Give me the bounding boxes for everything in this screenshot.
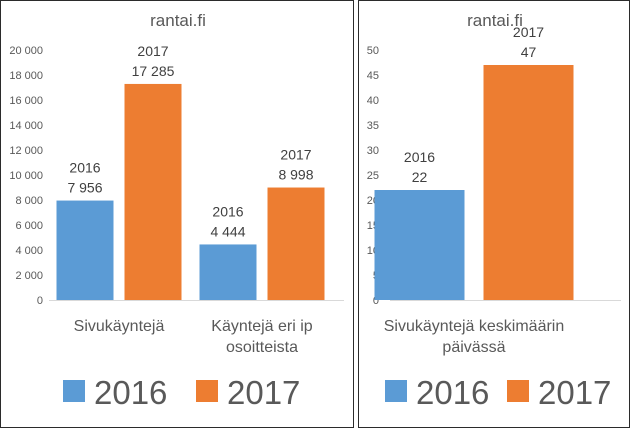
bar-2017 bbox=[483, 65, 574, 300]
y-tick-label: 12 000 bbox=[9, 145, 43, 157]
legend-swatch-2017 bbox=[196, 380, 218, 402]
data-label-value: 17 285 bbox=[132, 63, 175, 79]
bar-2016 bbox=[374, 190, 465, 300]
bar-2016 bbox=[199, 244, 257, 300]
y-tick-label: 18 000 bbox=[9, 70, 43, 82]
chart-title: rantai.fi bbox=[150, 11, 206, 30]
y-tick-label: 30 bbox=[367, 145, 379, 157]
legend-swatch-2016 bbox=[63, 380, 85, 402]
data-label-series: 2016 bbox=[212, 203, 243, 219]
data-label-series: 2017 bbox=[513, 24, 544, 40]
y-tick-label: 10 000 bbox=[9, 170, 43, 182]
chart-panel-page-visits: rantai.fi 0 2 000 4 000 6 000 8 000 10 000 12 0… bbox=[0, 0, 354, 428]
legend-label: 2016 bbox=[416, 374, 489, 411]
y-tick-label: 0 bbox=[373, 295, 379, 307]
category-label: Käyntejä eri ip bbox=[211, 318, 312, 335]
data-label-value: 22 bbox=[412, 169, 428, 185]
y-tick-label: 20 000 bbox=[9, 45, 43, 57]
legend-label: 2017 bbox=[538, 374, 611, 411]
data-label-series: 2016 bbox=[404, 149, 435, 165]
y-tick-label: 4 000 bbox=[15, 245, 43, 257]
data-label-series: 2017 bbox=[280, 147, 311, 163]
bar-2017 bbox=[267, 187, 325, 300]
bar-2016 bbox=[56, 200, 114, 300]
y-tick-label: 45 bbox=[367, 70, 379, 82]
category-label: Sivukäyntejä keskimäärin bbox=[384, 318, 565, 335]
bar-2017 bbox=[124, 83, 182, 300]
legend-swatch-2016 bbox=[385, 380, 407, 402]
data-label-value: 47 bbox=[521, 44, 537, 60]
y-tick-label: 2 000 bbox=[15, 270, 43, 282]
chart-svg-page-visits: rantai.fi 0 2 000 4 000 6 000 8 000 10 000 12 0… bbox=[9, 11, 344, 411]
y-tick-label: 40 bbox=[367, 95, 379, 107]
chart-svg-daily-visits: rantai.fi0510152025303540455020162220174… bbox=[367, 11, 621, 411]
data-label-series: 2017 bbox=[137, 43, 168, 59]
chart-panel-daily-visits: rantai.fi0510152025303540455020162220174… bbox=[358, 0, 630, 428]
category-label: osoitteista bbox=[226, 339, 298, 356]
y-tick-label: 16 000 bbox=[9, 95, 43, 107]
y-tick-label: 25 bbox=[367, 170, 379, 182]
data-label-series: 2016 bbox=[69, 160, 100, 176]
data-label-value: 8 998 bbox=[278, 167, 313, 183]
category-label: Sivukäyntejä bbox=[74, 318, 165, 335]
y-tick-label: 0 bbox=[37, 295, 43, 307]
legend-label: 2017 bbox=[227, 374, 300, 411]
y-tick-label: 6 000 bbox=[15, 220, 43, 232]
y-tick-label: 8 000 bbox=[15, 195, 43, 207]
chart-title: rantai.fi bbox=[467, 11, 523, 30]
data-label-value: 7 956 bbox=[67, 180, 102, 196]
category-label: päivässä bbox=[442, 339, 505, 356]
data-label-value: 4 444 bbox=[210, 223, 245, 239]
legend-label: 2016 bbox=[94, 374, 167, 411]
y-tick-label: 35 bbox=[367, 120, 379, 132]
y-tick-label: 50 bbox=[367, 45, 379, 57]
y-tick-label: 14 000 bbox=[9, 120, 43, 132]
legend-swatch-2017 bbox=[507, 380, 529, 402]
